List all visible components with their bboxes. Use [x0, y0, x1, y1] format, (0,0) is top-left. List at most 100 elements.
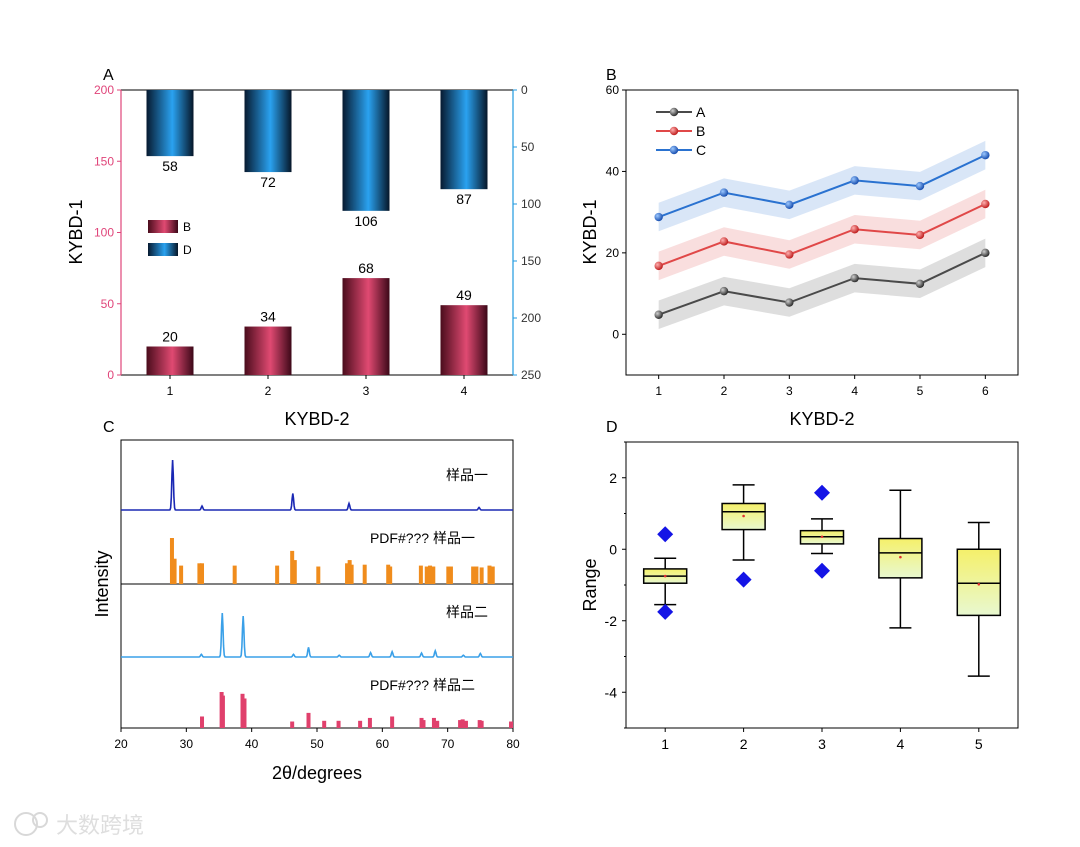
y-tick-label-20: 20 [606, 246, 620, 260]
y-tick-label--4: -4 [605, 684, 618, 700]
point-C-4 [850, 176, 859, 185]
data-label-b-2: 34 [260, 309, 276, 325]
panel-b-plot [654, 140, 990, 329]
x-tick-label-80: 80 [506, 737, 520, 751]
x-tick-label-2: 2 [721, 384, 728, 398]
point-C-6 [981, 150, 990, 160]
reference-peak-3-15 [435, 720, 440, 728]
reference-peak-1-15 [388, 566, 393, 584]
panel-b-ylabel: KYBD-1 [580, 199, 600, 264]
series-line-C [658, 154, 986, 218]
pattern-label-sample-1: 样品一 [446, 467, 488, 483]
mean-marker-2 [742, 514, 745, 518]
reference-peak-3-14 [431, 717, 436, 728]
y-tick-label-0: 0 [612, 327, 619, 341]
point-B-5 [915, 230, 925, 240]
reference-peak-1-17 [424, 566, 429, 584]
point-A-4 [850, 273, 859, 283]
reference-peak-1-8 [292, 560, 297, 584]
data-label-b-3: 68 [358, 260, 374, 276]
point-C-3 [785, 200, 794, 210]
x-tick-label-3: 3 [786, 384, 793, 398]
panel-a-ylabel: KYBD-1 [66, 199, 86, 264]
reference-label-sample-2: PDF#??? 样品二 [370, 677, 475, 693]
watermark-logo-icon [14, 812, 48, 836]
reference-peak-1-26 [490, 566, 495, 584]
y-tick-label-40: 40 [606, 164, 620, 178]
outlier-1-0 [657, 526, 674, 543]
bar-b-4 [440, 305, 488, 375]
reference-peak-1-13 [362, 564, 367, 584]
right-tick-label-250: 250 [521, 368, 541, 382]
reference-peak-3-0 [200, 716, 205, 728]
panel-c-xrd-chart: C 20 30 40 50 60 70 80 样品一 PDF#??? 样品一 样品二 PDF… [92, 419, 520, 783]
reference-peak-3-11 [390, 716, 395, 728]
x-tick-label-20: 20 [114, 737, 128, 751]
bar-b-1 [146, 346, 194, 375]
point-B-1 [654, 261, 663, 271]
y-tick-label--2: -2 [605, 613, 618, 629]
y-tick-label-2: 2 [609, 470, 617, 486]
legend-marker-a [669, 107, 679, 117]
panel-d-ticks: 1 2 3 4 5 2 0 -2 -4 [605, 441, 983, 752]
x-tick-label-40: 40 [245, 737, 259, 751]
point-B-2 [719, 237, 729, 246]
reference-peak-1-5 [232, 565, 237, 584]
reference-peak-1-2 [179, 565, 184, 584]
reference-peak-1-9 [316, 566, 321, 584]
series-line-B [658, 203, 986, 267]
pattern-label-sample-2: 样品二 [446, 604, 488, 620]
reference-peak-1-3 [197, 563, 202, 584]
panel-a-label: A [103, 67, 114, 84]
panel-d-ylabel: Range [580, 558, 600, 611]
band-C [658, 140, 986, 232]
reference-peak-1-21 [448, 566, 453, 584]
x-tick-label-1: 1 [167, 384, 174, 398]
bar-d-3 [342, 90, 390, 211]
point-A-5 [915, 279, 925, 288]
point-C-5 [915, 181, 925, 191]
panel-c-ylabel: Intensity [92, 550, 112, 617]
panel-c-ticks: 20 30 40 50 60 70 80 [114, 728, 520, 751]
legend-label-b: B [696, 123, 705, 139]
xrd-pattern-0 [121, 459, 513, 511]
reference-peak-3-21 [509, 721, 514, 728]
box-5 [956, 548, 1002, 617]
x-tick-label-60: 60 [376, 737, 390, 751]
point-A-1 [654, 310, 663, 319]
mean-marker-3 [820, 535, 824, 539]
reference-peak-3-5 [290, 721, 295, 728]
panel-b-label: B [606, 67, 617, 84]
legend-marker-c [669, 145, 679, 155]
bar-b-3 [342, 278, 390, 375]
reference-peak-3-9 [358, 720, 363, 728]
x-tick-label-1: 1 [661, 736, 669, 752]
panel-b-xlabel: KYBD-2 [789, 409, 854, 429]
point-A-6 [981, 248, 990, 258]
reference-peak-3-7 [322, 720, 327, 728]
panel-b-legend: A B C [656, 104, 706, 158]
legend-marker-b [669, 126, 679, 136]
left-tick-label-100: 100 [94, 226, 114, 240]
outlier-3-1 [814, 562, 830, 579]
outlier-2-0 [735, 571, 752, 588]
legend-swatch-d [148, 243, 178, 256]
reference-peak-1-25 [487, 565, 492, 584]
x-tick-label-2: 2 [265, 384, 272, 398]
reference-peak-3-4 [242, 698, 247, 728]
point-A-2 [719, 286, 729, 296]
reference-peak-3-8 [336, 720, 341, 728]
reference-peak-3-18 [463, 720, 468, 728]
reference-peak-3-13 [421, 720, 426, 728]
bar-d-2 [244, 90, 292, 173]
mean-marker-1 [663, 574, 667, 578]
reference-peak-1-19 [431, 566, 436, 584]
data-label-d-4: 87 [456, 191, 472, 207]
panel-d-box-chart: D 1 2 3 4 5 2 0 -2 -4 Range [580, 419, 1019, 752]
x-tick-label-5: 5 [975, 736, 983, 752]
xrd-pattern-2 [121, 612, 513, 658]
